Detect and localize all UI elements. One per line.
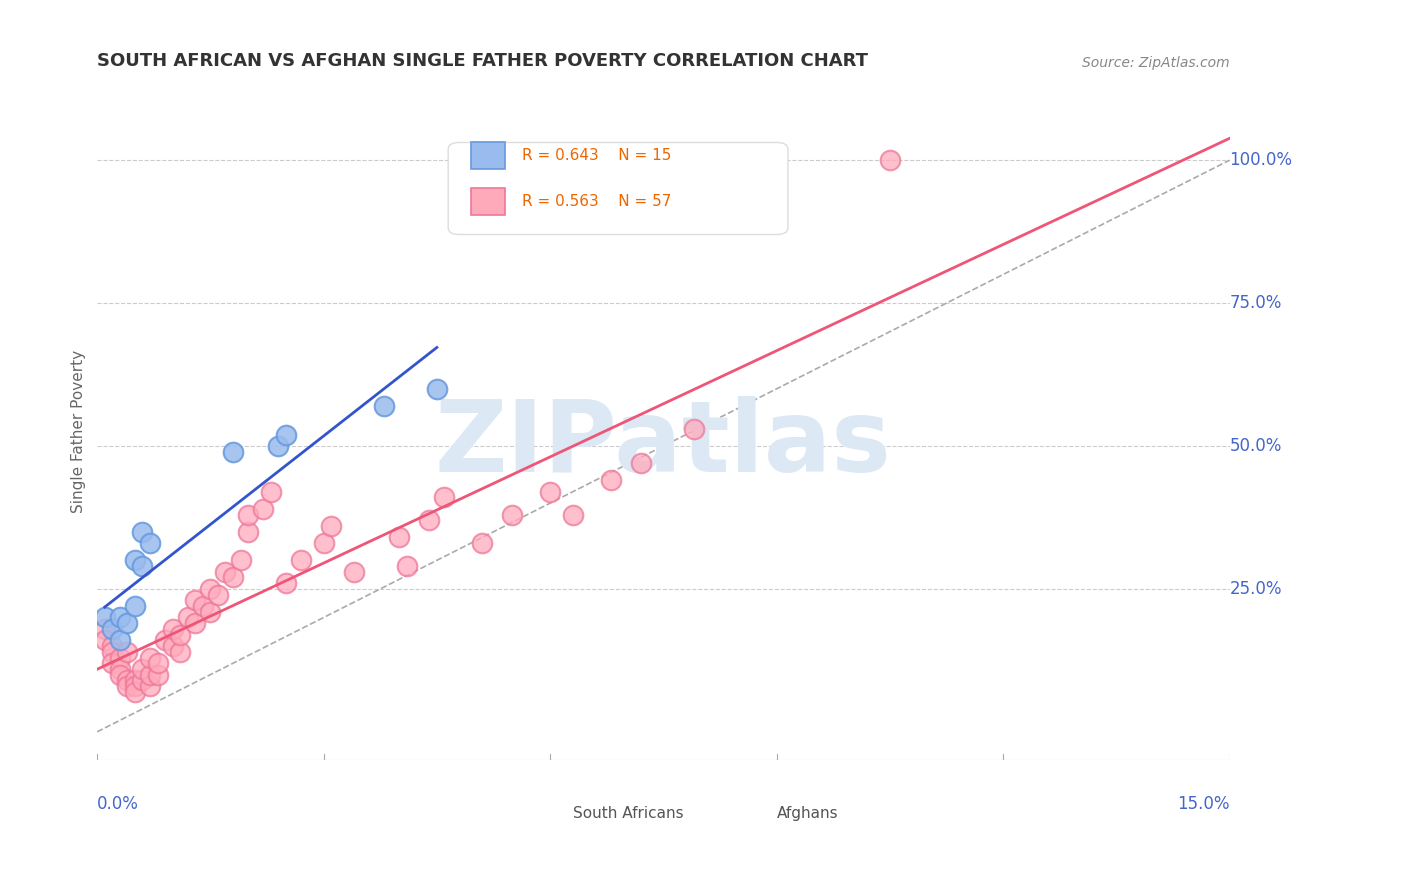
Point <box>236 524 259 539</box>
Point <box>373 399 395 413</box>
Point <box>260 484 283 499</box>
Point <box>124 685 146 699</box>
Text: 15.0%: 15.0% <box>1177 795 1230 813</box>
Point <box>139 667 162 681</box>
Point <box>222 570 245 584</box>
Point <box>418 513 440 527</box>
Point <box>501 508 523 522</box>
Bar <box>527 783 561 806</box>
Point <box>630 456 652 470</box>
Point <box>93 610 115 624</box>
Point <box>290 553 312 567</box>
Point <box>108 667 131 681</box>
Point <box>162 639 184 653</box>
Text: 100.0%: 100.0% <box>1230 151 1292 169</box>
Point <box>184 616 207 631</box>
Point <box>267 439 290 453</box>
Point <box>124 679 146 693</box>
Point <box>153 633 176 648</box>
Bar <box>742 783 776 806</box>
Point <box>117 679 139 693</box>
Point <box>162 622 184 636</box>
Text: 50.0%: 50.0% <box>1230 437 1282 455</box>
Point <box>274 427 297 442</box>
FancyBboxPatch shape <box>449 143 787 235</box>
Point <box>131 524 153 539</box>
Text: R = 0.563    N = 57: R = 0.563 N = 57 <box>522 194 671 209</box>
Bar <box>471 188 505 215</box>
Point <box>312 536 335 550</box>
Point <box>169 627 191 641</box>
Point <box>146 667 169 681</box>
Point <box>214 565 236 579</box>
Text: Afghans: Afghans <box>776 806 838 822</box>
Point <box>388 531 411 545</box>
Point <box>101 657 124 671</box>
Point <box>139 650 162 665</box>
Point <box>108 650 131 665</box>
Text: SOUTH AFRICAN VS AFGHAN SINGLE FATHER POVERTY CORRELATION CHART: SOUTH AFRICAN VS AFGHAN SINGLE FATHER PO… <box>97 52 868 70</box>
Text: 25.0%: 25.0% <box>1230 580 1282 598</box>
Point <box>879 153 901 168</box>
Point <box>124 599 146 613</box>
Point <box>131 662 153 676</box>
Point <box>124 673 146 688</box>
Point <box>343 565 366 579</box>
Text: 75.0%: 75.0% <box>1230 294 1282 312</box>
Point <box>117 645 139 659</box>
Point <box>229 553 252 567</box>
Point <box>395 559 418 574</box>
Point <box>101 639 124 653</box>
Point <box>682 422 704 436</box>
Point <box>433 491 456 505</box>
Point <box>101 645 124 659</box>
Point <box>222 444 245 458</box>
Point <box>131 559 153 574</box>
Point <box>177 610 200 624</box>
Point <box>191 599 214 613</box>
Point <box>108 610 131 624</box>
Point <box>252 501 274 516</box>
Text: R = 0.643    N = 15: R = 0.643 N = 15 <box>522 148 671 163</box>
Point <box>108 633 131 648</box>
Point <box>200 582 222 596</box>
Point <box>146 657 169 671</box>
Point <box>538 484 561 499</box>
Text: Source: ZipAtlas.com: Source: ZipAtlas.com <box>1083 56 1230 70</box>
Point <box>108 662 131 676</box>
Point <box>93 633 115 648</box>
Point <box>200 605 222 619</box>
Text: South Africans: South Africans <box>572 806 683 822</box>
Point <box>207 588 229 602</box>
Point <box>93 622 115 636</box>
Bar <box>471 143 505 169</box>
Point <box>131 673 153 688</box>
Point <box>561 508 583 522</box>
Point <box>321 519 343 533</box>
Point <box>139 536 162 550</box>
Point <box>117 673 139 688</box>
Point <box>124 553 146 567</box>
Point <box>117 616 139 631</box>
Point <box>426 382 449 396</box>
Point <box>169 645 191 659</box>
Text: Single Father Poverty: Single Father Poverty <box>70 351 86 513</box>
Point <box>274 576 297 591</box>
Point <box>184 593 207 607</box>
Point <box>599 473 621 487</box>
Text: ZIPatlas: ZIPatlas <box>434 396 891 493</box>
Text: 0.0%: 0.0% <box>97 795 139 813</box>
Point <box>471 536 494 550</box>
Point <box>101 622 124 636</box>
Point <box>139 679 162 693</box>
Point <box>236 508 259 522</box>
